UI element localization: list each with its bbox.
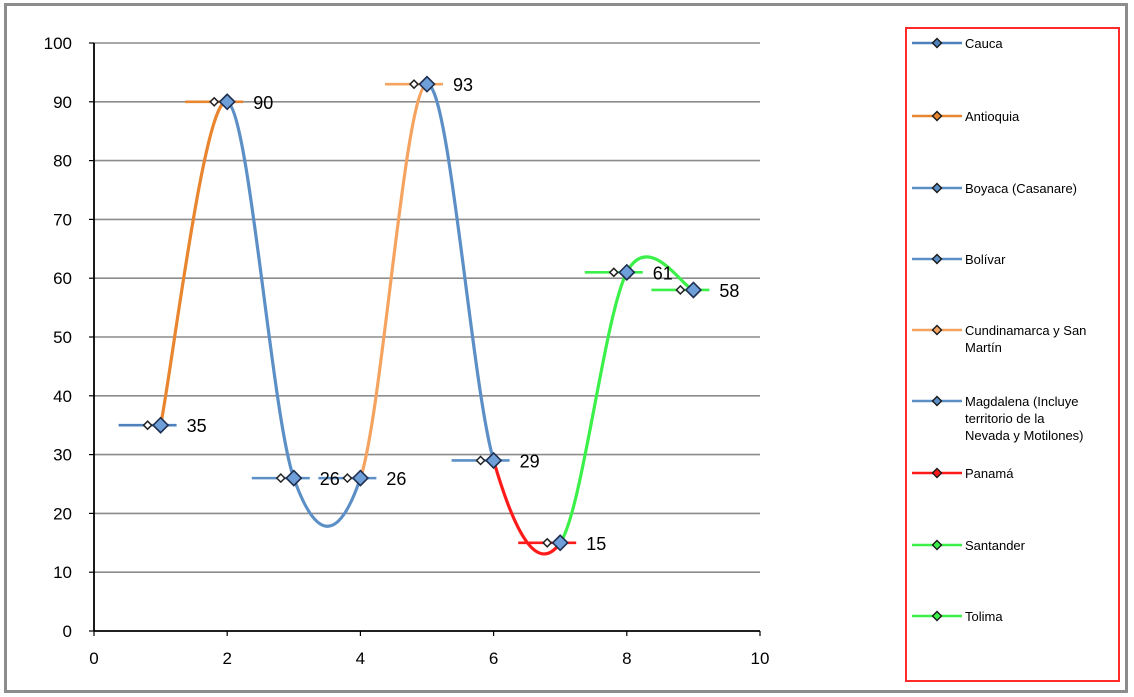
legend-diamond-marker [931,37,943,49]
legend-diamond-marker [931,324,943,336]
x-tick-label: 0 [89,649,98,668]
legend-label: Martín [965,340,1002,355]
axes [89,42,761,636]
legend-diamond-marker [931,467,943,479]
data-label: 29 [520,451,540,471]
legend-label: territorio de la [965,411,1045,426]
y-tick-label: 100 [44,34,72,53]
legend-label: Boyaca (Casanare) [965,181,1077,196]
legend-label: Panamá [965,466,1014,481]
legend-diamond-marker [931,253,943,265]
x-tick-label: 10 [751,649,770,668]
data-label: 90 [253,93,273,113]
data-point-marker [285,469,303,487]
legend-diamond-marker [931,182,943,194]
data-label: 93 [453,75,473,95]
legend-label: Magdalena (Incluye [965,394,1078,409]
y-tick-label: 50 [53,328,72,347]
small-diamond-marker [408,79,420,90]
data-label: 26 [320,469,340,489]
legend-label: Santander [965,538,1026,553]
series-line-segment [492,458,562,556]
legend-label: Bolívar [965,252,1006,267]
small-diamond-marker [209,96,220,107]
data-point-marker [618,263,636,281]
legend-diamond-marker [931,610,943,622]
y-tick-label: 70 [53,210,72,229]
data-point-marker [151,416,170,434]
small-diamond-marker [275,473,286,484]
small-diamond-marker [475,455,486,466]
series-line-segment [225,100,296,480]
gridlines [94,42,760,574]
data-label: 35 [187,416,207,436]
data-point-marker [484,451,503,470]
legend-label: Nevada y Motilones) [965,428,1084,443]
y-tick-label: 60 [53,269,72,288]
y-tick-label: 40 [53,387,72,406]
legend-box [905,27,1120,682]
small-diamond-marker [608,267,619,278]
small-diamond-marker [342,473,353,484]
legend-diamond-marker [931,110,943,122]
x-tick-label: 2 [222,649,231,668]
x-tick-label: 4 [356,649,365,668]
tick-labels: 0 10 20 30 40 50 60 70 80 90 100 0 2 4 6 8 10 [44,34,770,668]
series-line-segment [425,82,496,463]
x-tick-label: 8 [622,649,631,668]
series-line-segment [558,270,629,545]
chart-svg: 0 10 20 30 40 50 60 70 80 90 100 0 2 4 6 8 10 35 90 26 26 93… [44,27,1120,682]
data-label: 26 [386,469,406,489]
legend-label: Cundinamarca y San [965,323,1086,338]
y-tick-label: 30 [53,446,72,465]
legend-label: Cauca [965,36,1003,51]
chart-frame: 0 10 20 30 40 50 60 70 80 90 100 0 2 4 6 8 10 35 90 26 26 93… [4,3,1128,693]
legend: Cauca Antioquia Boyaca (Casanare) Bolívar Cu… [905,27,1120,682]
data-point-marker [551,534,569,552]
data-point-marker [684,281,703,299]
x-tick-label: 6 [489,649,498,668]
data-point-marker [418,75,436,93]
data-label: 15 [586,534,606,554]
y-tick-label: 20 [53,504,72,523]
data-labels: 35 90 26 26 93 29 15 61 58 [187,75,740,554]
legend-label: Antioquia [965,109,1020,124]
series-line-segment [358,82,429,480]
y-tick-label: 90 [53,93,72,112]
data-label: 58 [719,281,739,301]
data-point-marker [351,469,370,487]
y-tick-label: 0 [63,622,72,641]
small-diamond-marker [542,537,553,548]
series-lines [118,82,710,556]
small-diamond-marker [142,420,153,431]
data-points [142,75,703,552]
legend-diamond-marker [931,395,943,407]
legend-diamond-marker [931,539,943,551]
data-label: 61 [653,263,673,283]
legend-label: Tolima [965,609,1003,624]
small-diamond-marker [675,284,686,296]
series-line-segment [159,100,229,427]
y-tick-label: 10 [53,563,72,582]
series-line-segment [292,476,362,528]
y-tick-label: 80 [53,152,72,171]
data-point-marker [218,93,236,111]
